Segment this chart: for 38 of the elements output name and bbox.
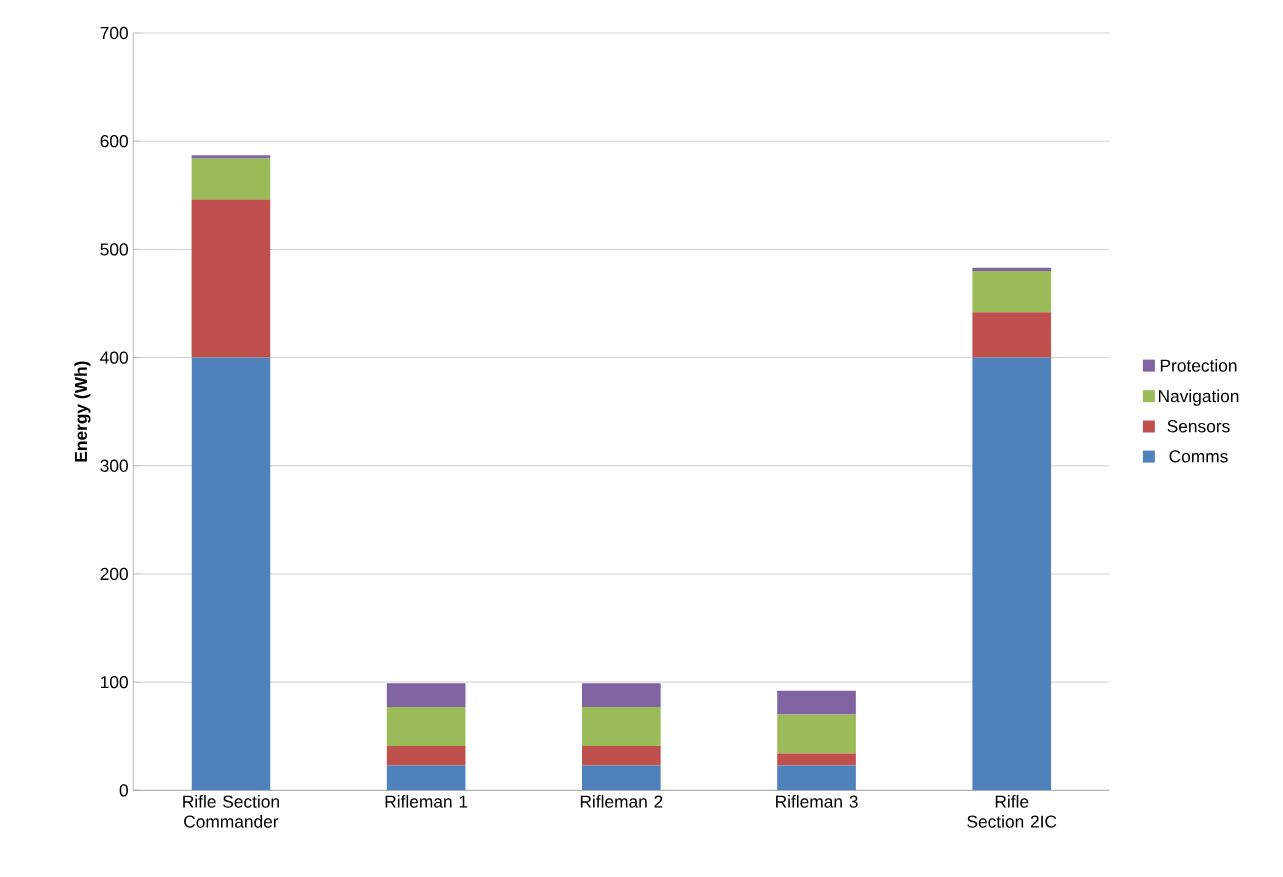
bar — [777, 765, 856, 791]
bar — [386, 683, 466, 708]
legend-label: Comms — [1169, 450, 1228, 463]
bar — [972, 312, 1052, 358]
legend-label: Protection — [1160, 358, 1237, 372]
y-tick-label: 0 — [119, 784, 128, 797]
bar — [386, 765, 466, 791]
bar — [972, 267, 1052, 272]
y-tick-label: 600 — [100, 135, 128, 148]
y-tick-label: 200 — [100, 567, 128, 581]
bar — [191, 357, 271, 791]
x-tick-label: Rifleman 1 — [385, 795, 468, 808]
bar — [972, 271, 1052, 313]
x-tick-label: Rifleman 3 — [776, 795, 858, 808]
bar — [582, 745, 661, 766]
y-axis-title: Energy (Wh) — [74, 361, 91, 462]
bar — [582, 683, 661, 708]
bar — [777, 714, 856, 754]
bar — [386, 707, 466, 746]
bar — [191, 199, 271, 358]
bar — [386, 745, 466, 766]
y-tick-label: 700 — [100, 26, 128, 40]
x-tick-label: Rifle Section Commander — [183, 795, 279, 828]
y-tick-label: 500 — [100, 243, 128, 256]
bar — [777, 753, 856, 766]
bar — [582, 707, 661, 746]
y-tick-label: 400 — [100, 351, 128, 364]
bar — [777, 690, 856, 715]
bar — [972, 357, 1052, 791]
y-tick-label: 100 — [101, 675, 128, 689]
x-tick-label: Rifleman 2 — [580, 795, 663, 808]
bar — [582, 765, 661, 791]
legend-label: Sensors — [1167, 420, 1230, 433]
bar — [191, 158, 271, 200]
legend-label: Navigation — [1158, 389, 1239, 406]
y-tick-label: 300 — [100, 459, 128, 472]
bar — [191, 155, 271, 159]
x-tick-label: Rifle Section 2IC — [967, 795, 1057, 828]
